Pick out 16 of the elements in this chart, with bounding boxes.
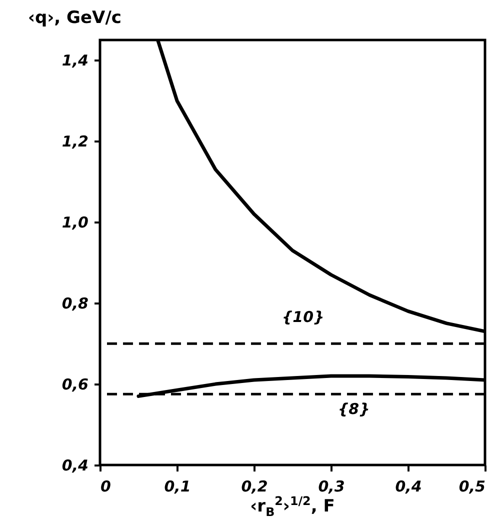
x-tick-label: 0: [100, 478, 111, 496]
y-tick-label: 0,4: [62, 456, 88, 474]
y-tick-label: 1,4: [62, 52, 88, 70]
x-tick-label: 0,2: [241, 478, 268, 496]
x-tick-label: 0,3: [318, 478, 345, 496]
y-tick-label: 1,0: [62, 214, 88, 232]
y-tick-label: 0,8: [62, 294, 88, 313]
y-axis-title: ‹q›, GeV/c: [28, 8, 122, 28]
annotation: {8}: [338, 400, 370, 418]
y-tick-label: 0,6: [62, 376, 88, 394]
x-tick-label: 0,1: [164, 478, 191, 496]
x-tick-label: 0,5: [458, 478, 486, 496]
annotation: {10}: [282, 308, 324, 326]
y-tick-label: 1,2: [62, 132, 88, 151]
x-axis-title: ‹r$_{B}$$^{2}$›$^{1/2}$, F: [249, 494, 336, 520]
x-tick-label: 0,4: [395, 478, 422, 496]
